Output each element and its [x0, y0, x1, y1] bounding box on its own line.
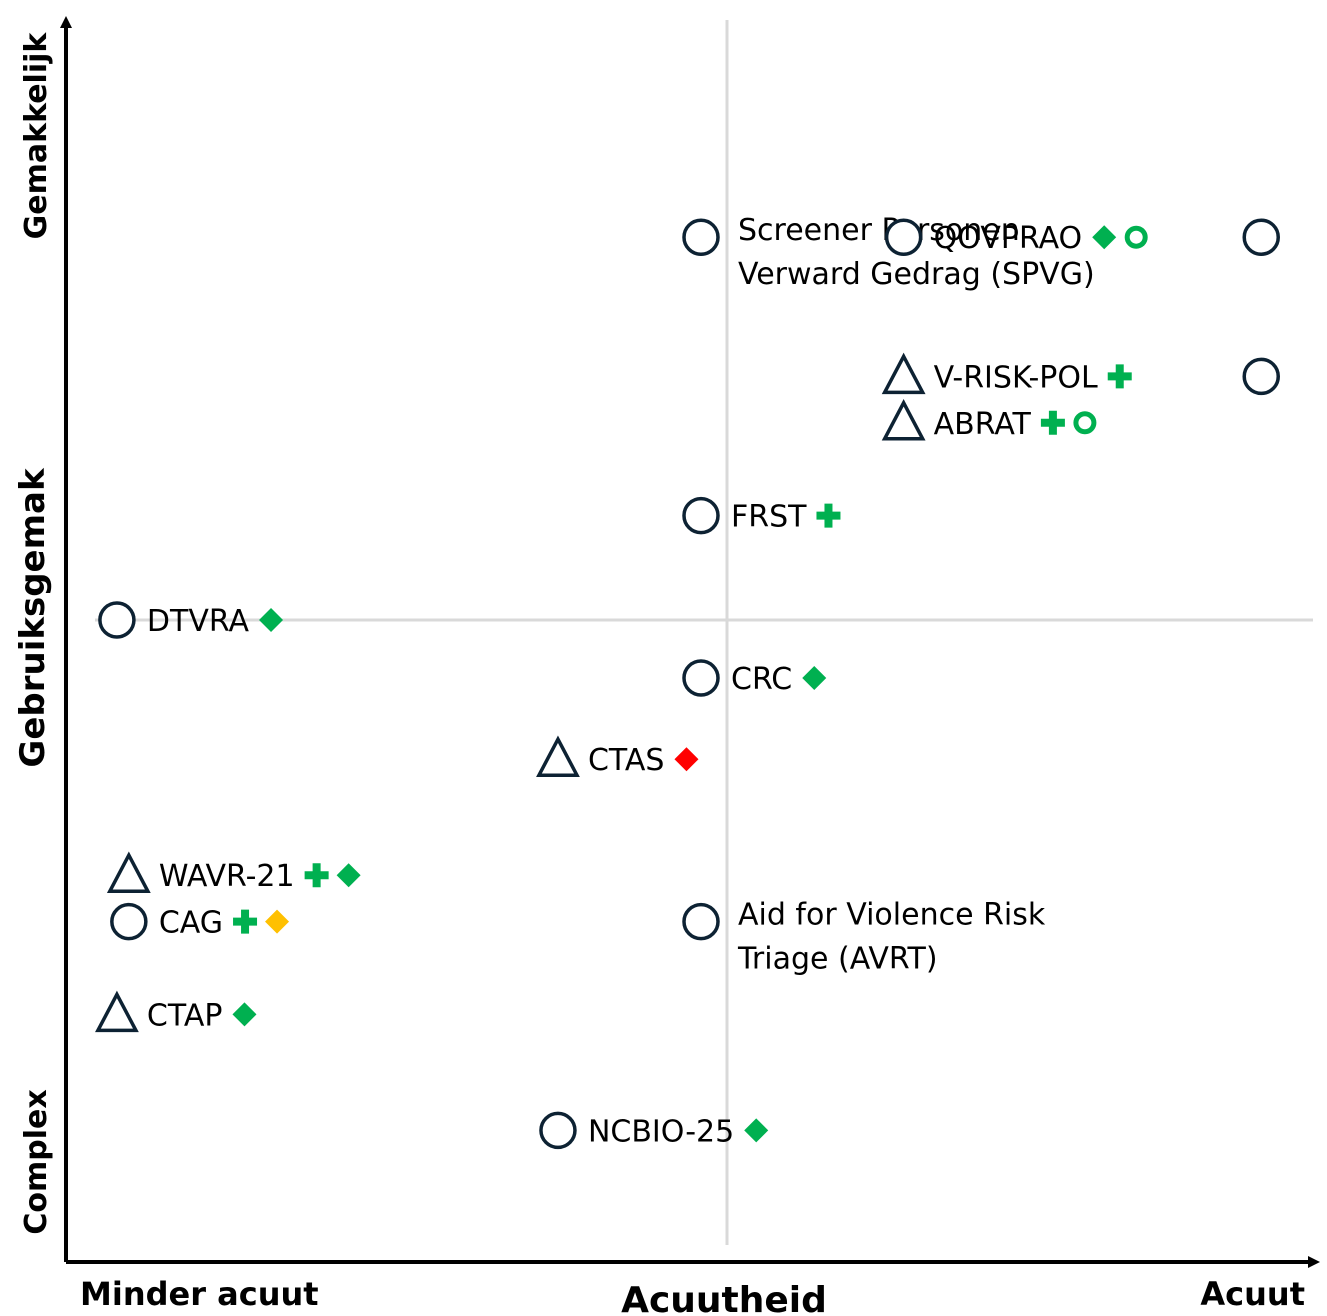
y-axis-low-label: Complex: [19, 1089, 54, 1234]
green-diamond-icon: [259, 608, 284, 632]
green-ring-icon: [1124, 225, 1148, 249]
circle-marker: [884, 218, 923, 256]
point-label: NCBIO-25: [588, 1114, 734, 1149]
data-point: V-RISK-POL: [881, 352, 1132, 395]
green-diamond-icon: [336, 863, 361, 888]
point-label: FRST: [731, 500, 807, 535]
circle-marker: [682, 902, 720, 941]
green-diamond-icon: [744, 1118, 769, 1143]
data-point: CTAP: [95, 990, 257, 1033]
data-point: [1242, 357, 1280, 396]
point-label: Screener Personen: [738, 213, 1020, 248]
data-point: [1242, 218, 1280, 256]
x-axis-high-label: Acuut: [1200, 1275, 1305, 1313]
data-point: NCBIO-25: [539, 1111, 769, 1150]
point-label: ABRAT: [934, 407, 1032, 442]
green-diamond-icon: [1092, 225, 1117, 250]
green-ring-icon: [1073, 411, 1097, 435]
data-point: CTAS: [536, 735, 699, 778]
green-diamond-icon: [802, 666, 827, 690]
green-plus-icon: [1107, 364, 1132, 389]
triangle-marker: [881, 399, 926, 441]
green-diamond-icon: [232, 1002, 257, 1027]
point-label: QOVPRAO: [934, 221, 1083, 256]
y-axis-title: Gebruiksgemak: [13, 467, 53, 768]
data-point: Aid for Violence Risk Triage (AVRT): [682, 898, 1046, 977]
red-diamond-icon: [674, 747, 699, 772]
data-point: FRST: [682, 496, 841, 535]
point-label: Aid for Violence Risk: [738, 898, 1046, 933]
circle-marker: [1242, 218, 1280, 256]
amber-diamond-icon: [265, 909, 290, 934]
point-label: V-RISK-POL: [934, 360, 1098, 395]
data-point: WAVR-21: [106, 851, 361, 894]
point-label: CTAP: [147, 998, 223, 1033]
circle-marker: [98, 601, 136, 639]
data-point: CAG: [110, 902, 290, 941]
green-plus-icon: [1040, 410, 1065, 435]
point-label: Triage (AVRT): [737, 942, 938, 977]
circle-marker: [682, 496, 720, 535]
data-point: QOVPRAO: [884, 218, 1148, 256]
x-axis-title: Acuutheid: [621, 1280, 827, 1316]
data-point: CRC: [682, 659, 827, 697]
circle-marker: [539, 1111, 577, 1150]
x-axis-low-label: Minder acuut: [80, 1275, 319, 1313]
triangle-marker: [536, 735, 580, 777]
point-label: DTVRA: [147, 604, 250, 639]
point-label: CTAS: [588, 743, 665, 778]
green-plus-icon: [304, 863, 329, 888]
circle-marker: [682, 218, 720, 256]
triangle-marker: [95, 990, 139, 1033]
y-axis-high-label: Gemakkelijk: [19, 32, 54, 240]
circle-marker: [1242, 357, 1280, 396]
data-point: Screener Personen Verward Gedrag (SPVG): [682, 213, 1095, 292]
triangle-marker: [106, 851, 151, 893]
green-plus-icon: [816, 503, 841, 528]
data-point: DTVRA: [98, 601, 284, 639]
point-label: CAG: [159, 906, 223, 941]
circle-marker: [110, 902, 148, 941]
point-label: CRC: [731, 662, 792, 697]
data-point: ABRAT: [881, 399, 1097, 442]
point-label: WAVR-21: [159, 859, 295, 894]
data-points: Screener Personen Verward Gedrag (SPVG)QO…: [95, 213, 1280, 1150]
point-label: Verward Gedrag (SPVG): [738, 257, 1095, 292]
circle-marker: [682, 659, 720, 697]
green-plus-icon: [233, 909, 258, 934]
triangle-marker: [881, 352, 926, 395]
